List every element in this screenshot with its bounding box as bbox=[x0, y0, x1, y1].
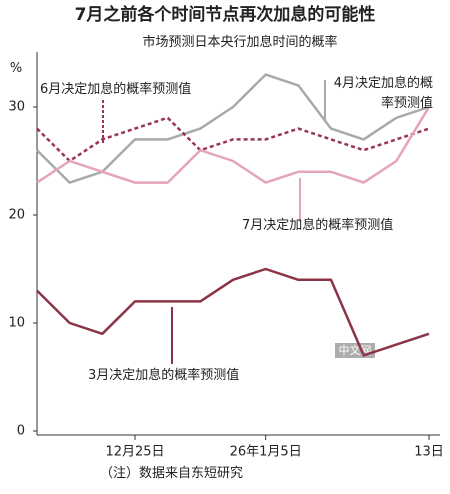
y-tick-label: 10 bbox=[8, 316, 25, 331]
chart-title: 7月之前各个时间节点再次加息的可能性 bbox=[75, 4, 376, 25]
chart-subtitle: 市场预测日本央行加息时间的概率 bbox=[142, 34, 337, 50]
y-unit: % bbox=[10, 61, 22, 76]
series-line bbox=[36, 267, 430, 357]
y-tick-label: 0 bbox=[17, 424, 25, 439]
x-tick-label: 26年1月5日 bbox=[230, 445, 302, 460]
series-label: 6月决定加息的概率预测值 bbox=[40, 82, 192, 97]
note: （注）数据来自东短研究 bbox=[100, 466, 243, 481]
series-line bbox=[36, 106, 431, 184]
series-label: 3月决定加息的概率预测值 bbox=[88, 368, 240, 383]
x-tick-label: 13日 bbox=[414, 445, 444, 460]
series-label: 4月决定加息的概率预测值 bbox=[333, 76, 433, 111]
y-tick-label: 20 bbox=[8, 208, 25, 223]
y-tick-label: 30 bbox=[8, 100, 25, 115]
x-tick-label: 12月25日 bbox=[105, 445, 164, 460]
series-label: 7月决定加息的概率预测值 bbox=[242, 218, 394, 233]
series-line bbox=[36, 116, 430, 163]
